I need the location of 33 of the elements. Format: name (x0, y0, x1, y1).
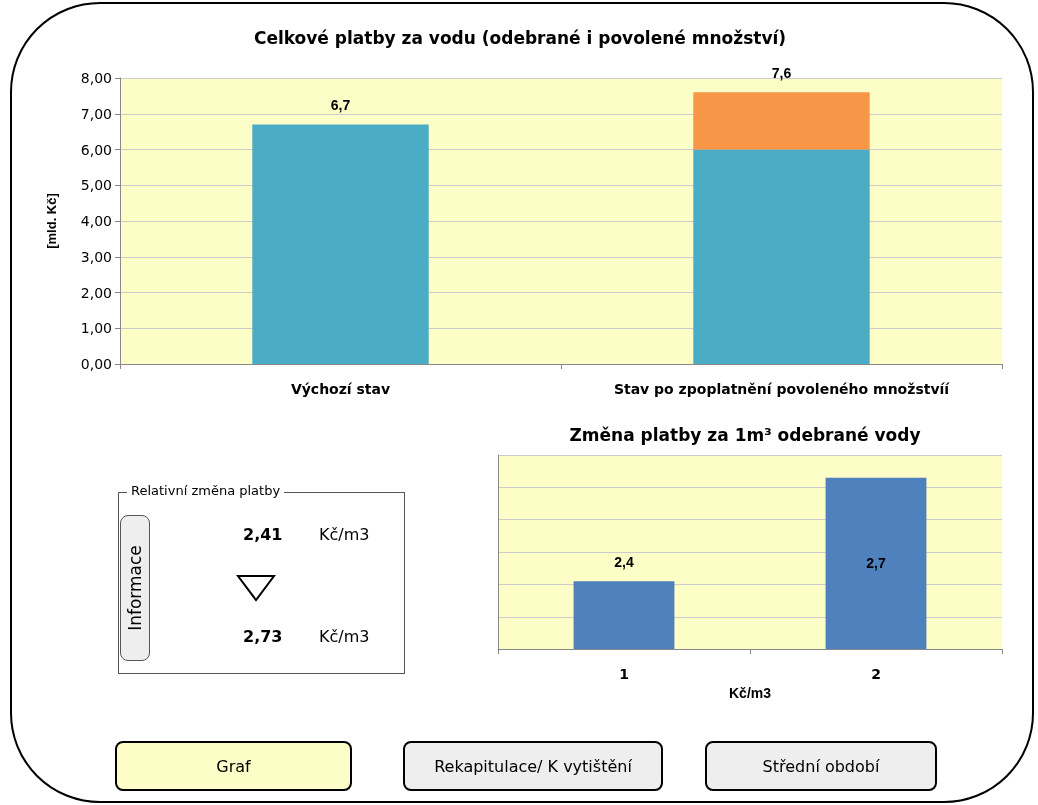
button: Rekapitulace/ K vytištění (403, 741, 663, 791)
text: Relativní změna platby (127, 483, 285, 498)
y-tick-label: 4,00 (80, 213, 112, 229)
x-tick-label: Výchozí stav (290, 381, 391, 397)
x-tick-label: 2 (871, 666, 881, 683)
y-axis-title: [mld. Kč] (44, 193, 59, 249)
y-tick-label: 2,00 (80, 284, 112, 301)
x-axis-title: Kč/m3 (728, 685, 772, 701)
text: Kč/m3 (319, 627, 370, 646)
text: Kč/m3 (319, 525, 370, 544)
text: 2,73 (243, 627, 283, 646)
total-label: 6,7 (330, 97, 351, 114)
y-tick-label: 7,00 (80, 105, 112, 122)
y-tick-label: 8,00 (80, 70, 112, 86)
bar (693, 149, 870, 364)
y-tick-label: 5,00 (80, 177, 112, 194)
data-label: 2,4 (614, 554, 634, 571)
x-tick-label: Stav po zpoplatnění povoleného množstvíí (613, 381, 951, 397)
text: 2,41 (243, 525, 283, 544)
x-tick-label: 1 (619, 666, 629, 683)
y-tick-label: 3,00 (80, 248, 112, 265)
button: Střední období (705, 741, 937, 791)
y-tick-label: 1,00 (80, 320, 112, 337)
y-tick-label: 6,00 (80, 141, 112, 158)
chart-title: Změna platby za 1m³ odebrané vody (569, 424, 921, 445)
bar (252, 124, 429, 364)
bar (693, 92, 870, 150)
data-label: 2,7 (866, 555, 886, 572)
button: Graf (115, 741, 352, 791)
chart-title: Celkové platby za vodu (odebrané i povolené množství) (253, 27, 787, 48)
total-label: 7,6 (771, 65, 792, 82)
button: Informace (120, 515, 150, 661)
y-tick-label: 0,00 (80, 356, 112, 372)
